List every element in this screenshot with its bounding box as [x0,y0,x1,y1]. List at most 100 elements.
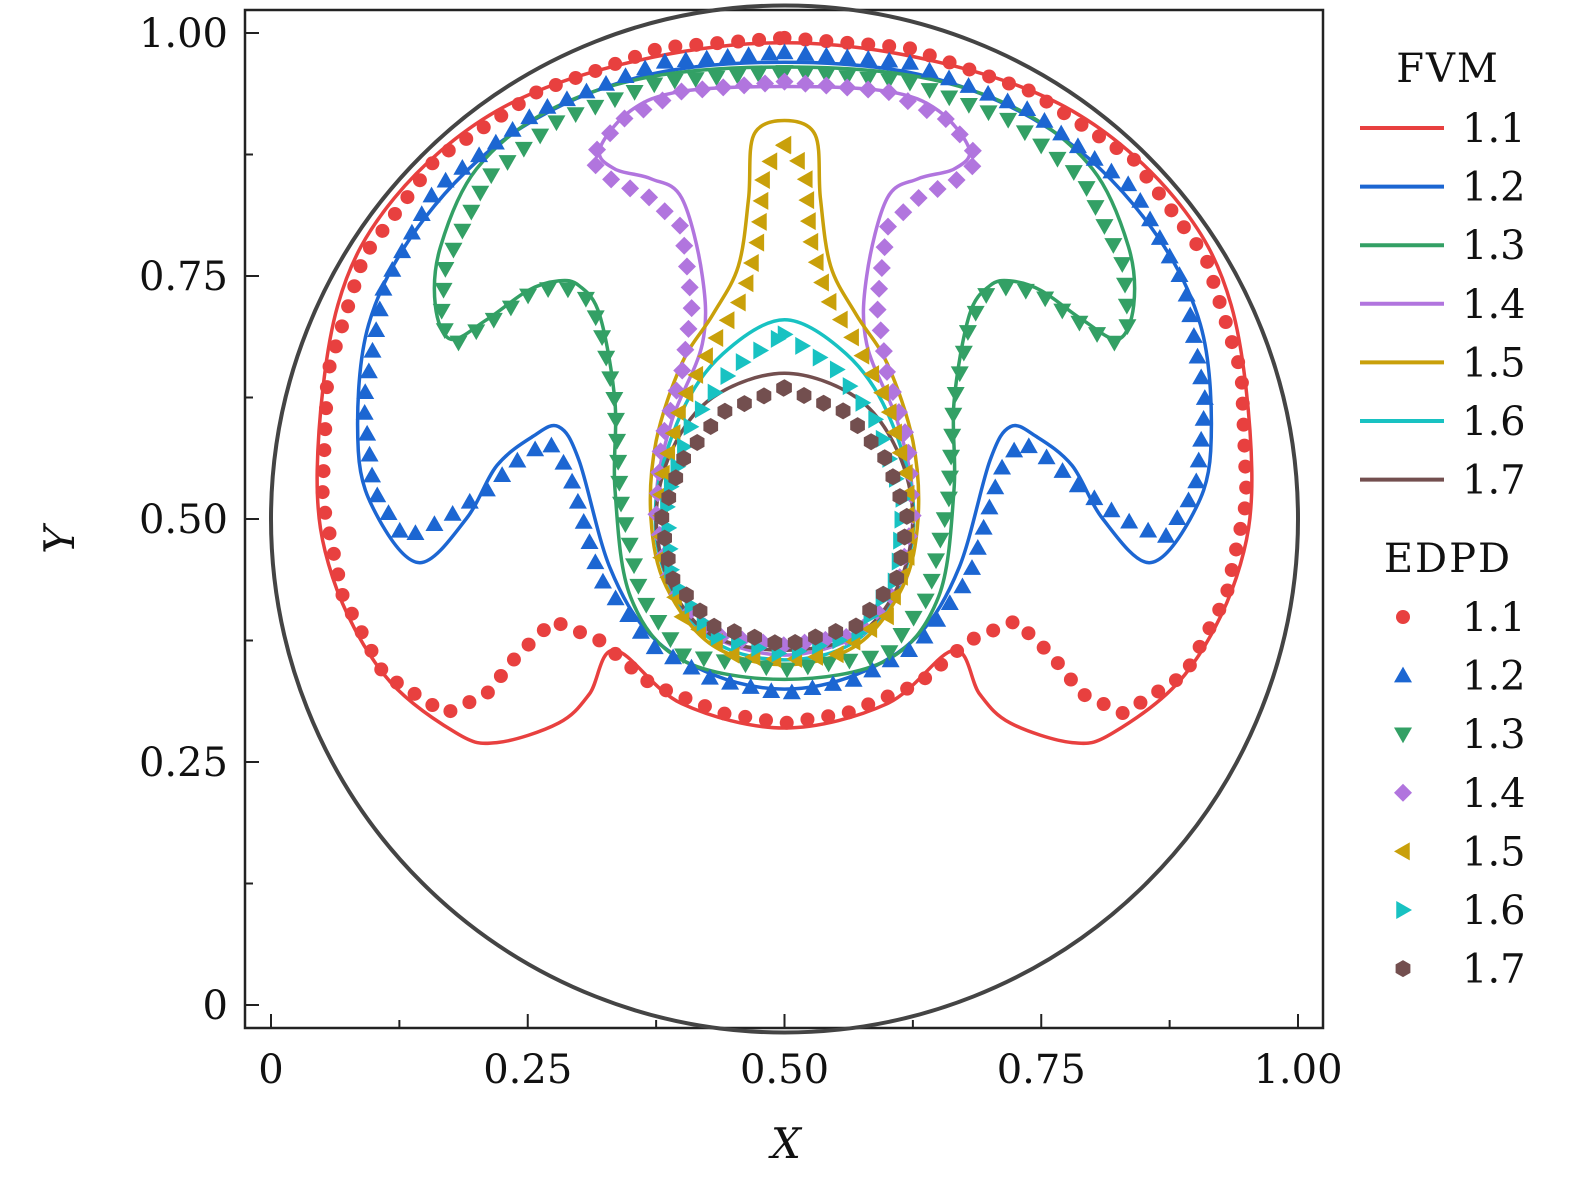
edpd-point [863,433,879,451]
edpd-point [900,75,919,92]
legend-marker-swatch [1394,666,1412,683]
edpd-point [625,84,644,101]
edpd-point [697,347,713,366]
legend-title-edpd: EDPD [1384,536,1512,582]
edpd-point [682,299,701,318]
edpd-point [936,110,955,129]
edpd-point [668,469,684,487]
edpd-point [471,185,490,202]
edpd-point [574,513,593,529]
edpd-point [939,491,958,508]
edpd-point [974,518,993,535]
edpd-point [670,403,686,422]
edpd-point [1005,441,1024,458]
edpd-point [1126,152,1141,167]
edpd-point [773,31,788,46]
edpd-point [422,186,441,203]
y-tick-label: 1.00 [139,11,228,57]
edpd-point [1092,129,1107,144]
edpd-point [331,567,346,582]
edpd-point [779,715,794,730]
edpd-point [829,360,846,379]
edpd-point [820,292,837,311]
edpd-point [467,324,486,341]
edpd-point [950,125,969,144]
edpd-point [909,188,928,207]
edpd-point [1236,417,1251,432]
edpd-point [817,46,836,63]
edpd-point [760,44,779,61]
edpd-point [878,362,897,381]
edpd-point [694,400,711,419]
edpd-point [841,705,856,720]
edpd-point [920,61,939,78]
edpd-series-1-4 [586,72,982,655]
edpd-point [697,699,712,714]
edpd-point [319,380,334,395]
edpd-point [947,170,966,189]
y-axis: 0 0.25 0.50 0.75 1.00 [139,11,259,1029]
edpd-point [885,587,901,606]
x-tick-label: 0.25 [483,1047,572,1093]
edpd-point [717,706,732,721]
edpd-point [998,92,1017,109]
edpd-point [1039,94,1054,109]
edpd-point [958,325,977,341]
edpd-point [615,109,634,128]
edpd-point [896,464,913,483]
edpd-point [362,240,377,255]
edpd-point [940,69,959,86]
edpd-point [636,59,655,76]
edpd-point [359,362,378,379]
edpd-point [1200,254,1215,269]
edpd-point [1151,684,1166,699]
edpd-point [680,278,699,297]
edpd-point [558,282,577,299]
edpd-point [526,440,545,457]
edpd-point [892,488,908,506]
edpd-point [363,466,382,483]
x-tick-label: 1.00 [1253,1047,1342,1093]
edpd-point [572,625,587,640]
fvm-line [355,60,1214,691]
edpd-point [899,507,915,525]
edpd-point [874,342,893,361]
edpd-point [334,319,349,334]
edpd-point [1018,100,1037,117]
edpd-point [859,71,878,88]
edpd-point [959,97,978,114]
edpd-point [441,143,456,158]
edpd-point [319,401,334,416]
edpd-point [819,656,838,673]
edpd-point [796,387,812,404]
edpd-point [358,424,377,441]
edpd-point [1176,220,1191,235]
edpd-point [1237,438,1252,453]
edpd-point [531,128,550,145]
edpd-point [605,391,624,408]
edpd-point [566,107,585,124]
edpd-point [435,323,454,340]
edpd-point [547,115,566,132]
edpd-point [664,424,681,443]
edpd-point [476,120,491,135]
edpd-point [387,206,402,221]
edpd-point [868,410,885,429]
edpd-point [1115,706,1130,721]
edpd-point [980,498,999,515]
edpd-point [1235,396,1250,411]
edpd-point [363,341,382,358]
legend-label: 1.2 [1462,654,1526,700]
edpd-point [816,394,831,412]
edpd-point [892,628,911,644]
edpd-point [616,517,635,533]
edpd-point [322,359,337,374]
edpd-point [761,152,778,171]
edpd-point [721,673,740,690]
edpd-point [1195,389,1214,405]
edpd-point [318,422,333,437]
edpd-point [503,121,522,137]
edpd-point [316,464,331,479]
edpd-point [727,623,742,641]
edpd-point [521,637,536,652]
